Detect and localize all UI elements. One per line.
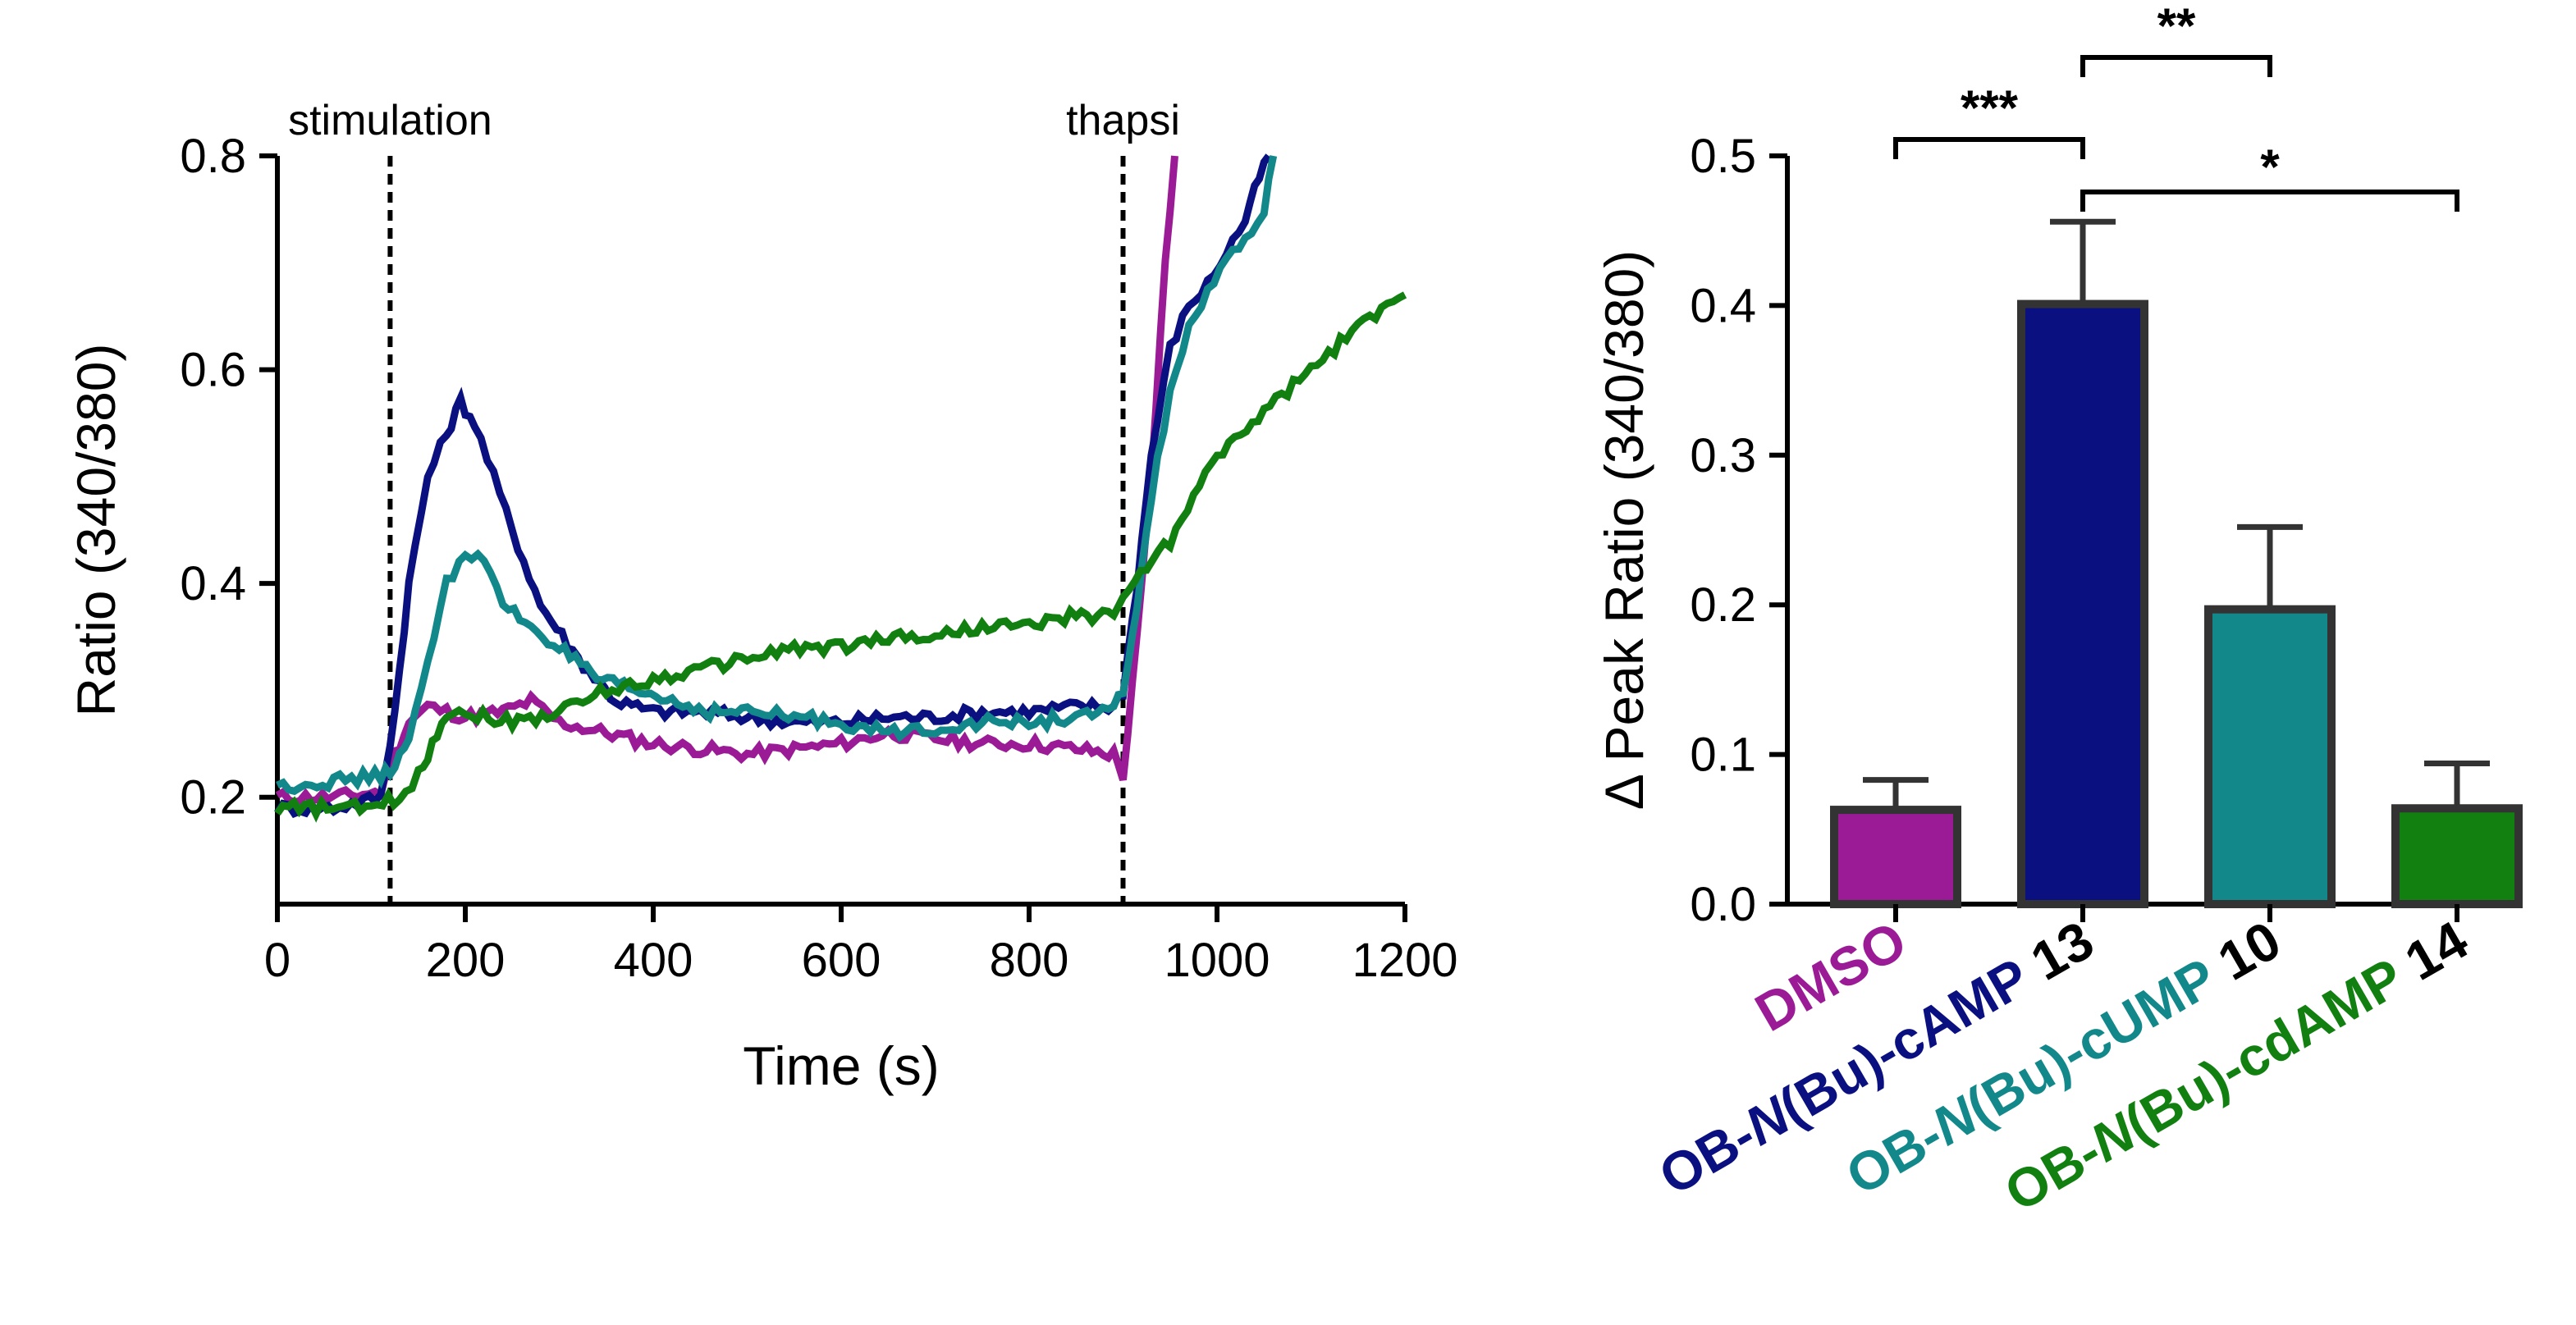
significance-label: **	[2157, 0, 2196, 53]
bar-y-axis-title: Δ Peak Ratio (340/380)	[1594, 250, 1654, 811]
x-tick-label: 0	[264, 934, 291, 987]
bar	[2204, 605, 2336, 908]
series-line	[276, 155, 1278, 796]
series-line	[275, 155, 1178, 806]
bar	[2391, 804, 2523, 908]
x-tick-label: 1200	[1352, 934, 1457, 987]
x-tick-label: 200	[426, 934, 506, 987]
significance-label: ***	[1961, 80, 2019, 135]
bar-y-tick-label: 0.0	[1690, 878, 1756, 931]
event-label: thapsi	[1066, 97, 1180, 144]
x-tick-label: 400	[614, 934, 693, 987]
x-tick-label: 600	[802, 934, 881, 987]
x-tick-label: 1000	[1164, 934, 1270, 987]
bar-y-tick-label: 0.2	[1690, 578, 1756, 632]
bar-chart: 0.0 0.1 0.2 0.3 0.4 0.5 Δ Peak Ratio (340/380)…	[1594, 0, 2523, 1223]
bar-y-tick-label: 0.3	[1690, 429, 1756, 482]
significance-bracket	[1893, 137, 2085, 159]
bar-y-tick-label: 0.4	[1690, 279, 1756, 332]
line-chart: 0 200 400 600 800 1000 1200 0.2 0.4 0.6 0.8 Time (s…	[66, 97, 1458, 1096]
x-tick-label: 800	[990, 934, 1069, 987]
significance-label: *	[2260, 139, 2280, 194]
series-line	[274, 291, 1407, 823]
y-tick-label: 0.8	[180, 130, 246, 183]
x-axis-title: Time (s)	[743, 1035, 940, 1096]
bar-y-tick-label: 0.5	[1690, 130, 1756, 183]
y-tick-label: 0.6	[180, 344, 246, 397]
y-tick-label: 0.4	[180, 557, 246, 610]
y-tick-label: 0.2	[180, 771, 246, 825]
significance-bracket	[2080, 190, 2459, 212]
significance-bracket	[2080, 55, 2272, 77]
event-label: stimulation	[288, 97, 492, 144]
bar	[2017, 299, 2148, 908]
y-axis-title: Ratio (340/380)	[66, 344, 126, 717]
bar-y-tick-label: 0.1	[1690, 729, 1756, 782]
bar	[1830, 806, 1961, 909]
